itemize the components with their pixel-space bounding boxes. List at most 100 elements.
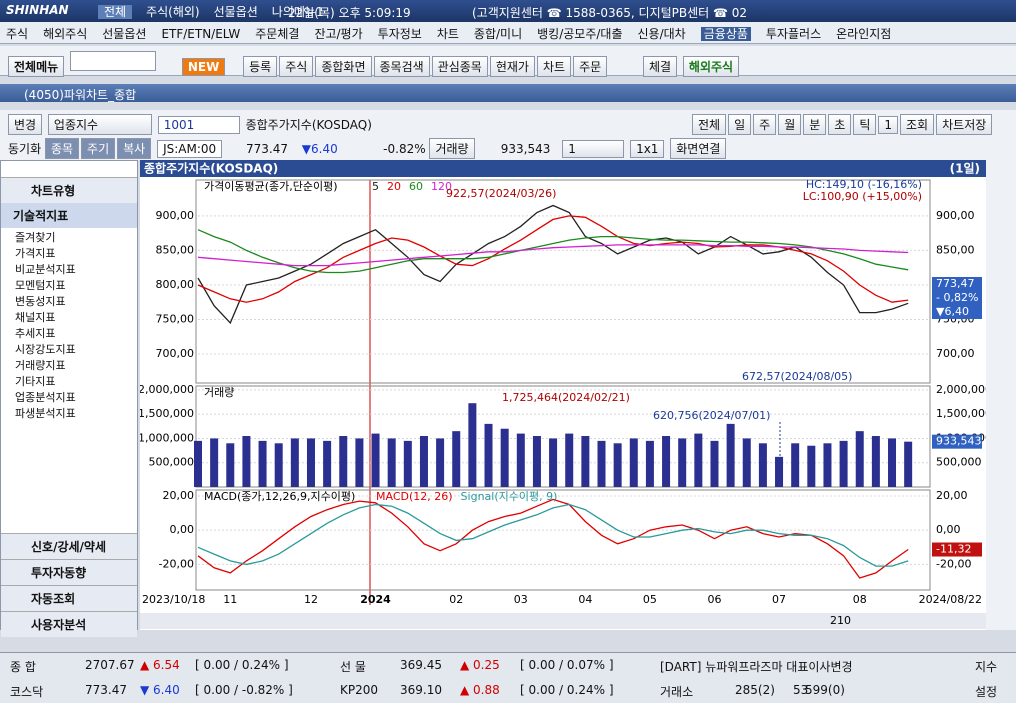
period-button[interactable]: 조회 — [900, 114, 935, 135]
indicator-item[interactable]: 추세지표 — [15, 327, 56, 340]
tab[interactable]: 나의메뉴1 — [271, 5, 324, 19]
period-button[interactable]: 월 — [778, 114, 802, 135]
menu-item[interactable]: 주문체결 — [255, 27, 300, 41]
menu-item[interactable]: 종합/미니 — [473, 27, 523, 41]
execution-button[interactable]: 체결 — [642, 56, 678, 77]
menu-item[interactable]: 주식 — [6, 27, 29, 41]
menu-item[interactable]: 선물옵션 — [102, 27, 147, 41]
menu-item[interactable]: ETF/ETN/ELW — [161, 27, 241, 41]
x-tick-label: 03 — [514, 593, 528, 606]
tabs: 전체 주식(해외) 선물옵션 나의메뉴1 — [98, 3, 338, 20]
volume-bar — [532, 436, 541, 487]
menu-item[interactable]: 온라인지점 — [836, 27, 892, 41]
x-tick-label: 04 — [578, 593, 592, 606]
y-tick-label: 1,000,000 — [140, 431, 194, 444]
tab[interactable]: 선물옵션 — [213, 5, 258, 19]
y-tick-label-right: 850,00 — [936, 243, 975, 256]
indicator-item[interactable]: 시장강도지표 — [15, 343, 76, 356]
toolbar-item[interactable]: 종목검색 — [373, 56, 430, 77]
control-tab[interactable]: 종목 — [44, 138, 80, 159]
menu-item[interactable]: 차트 — [436, 27, 459, 41]
indicator-item[interactable]: 변동성지표 — [15, 295, 66, 308]
series-line — [197, 498, 909, 579]
toolbar-item[interactable]: 주식 — [279, 56, 314, 77]
left-bottom-item[interactable]: 사용자분석 — [1, 611, 137, 637]
toolbar-item[interactable]: 차트 — [536, 56, 572, 77]
indicator-item[interactable]: 거래량지표 — [15, 359, 66, 372]
brand: SHINHAN — [6, 3, 69, 17]
period-button[interactable]: 일 — [728, 114, 752, 135]
code-input[interactable]: 1001 — [157, 116, 240, 134]
period-button[interactable]: 초 — [828, 114, 852, 135]
x-tick-label: 12 — [304, 593, 318, 606]
legend-entry: Signal(지수이평, 9) — [461, 490, 558, 503]
search-box[interactable] — [70, 51, 156, 71]
menu-item[interactable]: 신용/대차 — [637, 27, 686, 41]
toolbar-item[interactable]: 등록 — [243, 56, 278, 77]
indicator-item[interactable]: 가격지표 — [15, 247, 56, 260]
menu-item[interactable]: 해외주식 — [43, 27, 88, 41]
status-field: 773.47 — [85, 683, 127, 697]
status-field: ▲ 0.25 — [460, 658, 500, 672]
left-bottom-item[interactable]: 투자자동향 — [1, 559, 137, 585]
status-field: 설정 — [975, 685, 998, 699]
control-tab[interactable]: 주기 — [81, 138, 116, 159]
value-tag-bg — [932, 542, 982, 557]
control-tab[interactable]: 복사 — [117, 138, 152, 159]
overseas-button[interactable]: 해외주식 — [682, 56, 740, 77]
status-field: 285(2) — [735, 683, 775, 697]
indicator-item[interactable]: 기타지표 — [15, 375, 56, 388]
volume-bar — [645, 440, 654, 487]
indicator-item[interactable]: 파생분석지표 — [15, 407, 76, 420]
indicator-item[interactable]: 모멘텀지표 — [15, 279, 66, 292]
period-button[interactable]: 분 — [803, 114, 827, 135]
indicator-item[interactable]: 즐겨찾기 — [15, 231, 56, 244]
y-tick-label-right: 20,00 — [936, 489, 968, 502]
volume-bar — [775, 456, 784, 487]
layout-count[interactable]: 1 — [562, 140, 625, 158]
period-button[interactable]: 전체 — [692, 114, 727, 135]
menu-item[interactable]: 뱅킹/공모주/대출 — [537, 27, 623, 41]
grid-button[interactable]: 1x1 — [630, 140, 665, 158]
indicator-item[interactable]: 채널지표 — [15, 311, 56, 324]
y-tick-label: 850,00 — [156, 243, 195, 256]
change-button[interactable]: 변경 — [8, 114, 43, 135]
value-tag-bg — [932, 277, 982, 291]
value-tag-bg — [932, 434, 982, 449]
y-tick-label: 2,000,000 — [140, 383, 194, 396]
tab[interactable]: 전체 — [98, 5, 133, 19]
market-select[interactable]: 업종지수 — [47, 114, 152, 135]
link-button[interactable]: 화면연결 — [670, 138, 727, 159]
period-button[interactable]: 1 — [878, 116, 899, 134]
y-tick-label: 20,00 — [163, 489, 195, 502]
scrollbar[interactable] — [140, 613, 986, 629]
value-tag-bg — [932, 305, 982, 319]
left-bottom-item[interactable]: 신호/강세/약세 — [1, 533, 137, 559]
volume-label: 거래량 — [429, 138, 475, 159]
menu-item[interactable]: 잔고/평가 — [314, 27, 363, 41]
status-bar: 종 합 2707.67 ▲ 6.54 [ 0.00 / 0.24% ] 선 물 369.4… — [0, 652, 1016, 703]
volume-bar — [290, 438, 299, 487]
toolbar-item[interactable]: 종합화면 — [315, 56, 372, 77]
all-menu[interactable]: 전체메뉴 — [8, 56, 65, 77]
toolbar-item[interactable]: 관심종목 — [431, 56, 488, 77]
left-bottom-item[interactable]: 자동조회 — [1, 585, 137, 611]
chart-period: (1일) — [950, 162, 980, 176]
toolbar-item[interactable]: 현재가 — [489, 56, 535, 77]
chart-type[interactable]: 차트유형 — [1, 178, 137, 203]
indicator-item[interactable]: 업종분석지표 — [15, 391, 76, 404]
tech-indicators[interactable]: 기술적지표 — [1, 203, 137, 228]
legend-entry: 120 — [431, 180, 452, 193]
menu-item[interactable]: 투자정보 — [377, 27, 422, 41]
tab[interactable]: 주식(해외) — [146, 5, 200, 19]
period-button[interactable]: 주 — [753, 114, 777, 135]
menu-item[interactable]: 투자플러스 — [765, 27, 822, 41]
period-button[interactable]: 틱 — [853, 114, 877, 135]
indicator-item[interactable]: 비교분석지표 — [15, 263, 76, 276]
toolbar-item[interactable]: 주문 — [573, 56, 608, 77]
period-button[interactable]: 차트저장 — [936, 114, 993, 135]
new-button[interactable]: NEW — [181, 58, 226, 76]
menu-item[interactable]: 금융상품 — [700, 27, 751, 41]
